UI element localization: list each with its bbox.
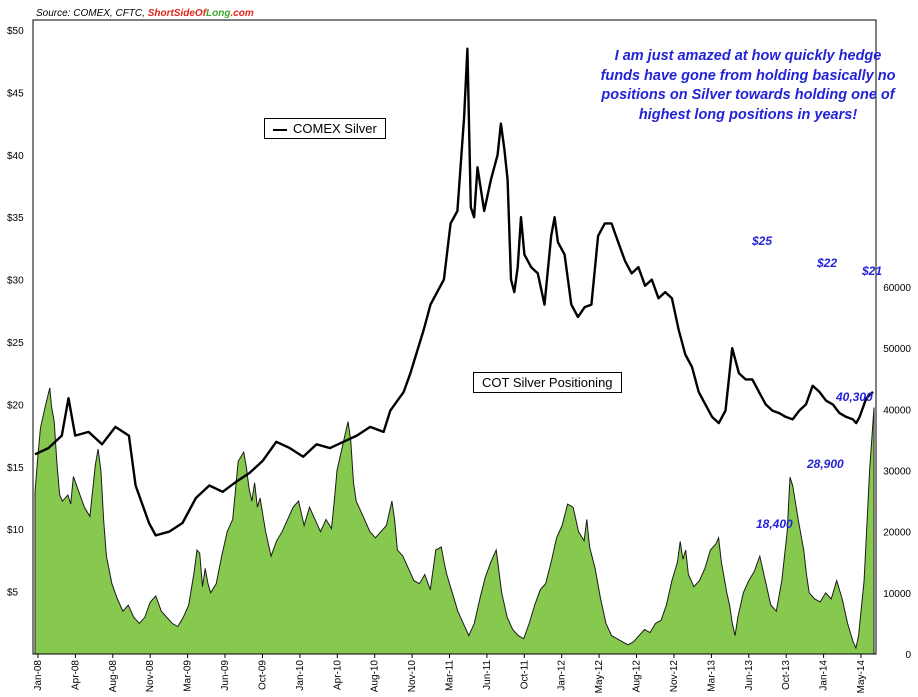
x-tick-label: Jun-09 [220,660,231,691]
left-tick-label: $45 [7,88,24,99]
x-tick-label: Jun-11 [482,660,493,690]
plot-frame [32,19,877,655]
left-tick-label: $40 [7,151,24,162]
x-tick-label: Mar-11 [445,660,456,691]
legend-silver-line-icon [273,128,287,131]
right-tick-label: 10000 [883,589,911,600]
left-tick-label: $10 [7,525,24,536]
right-tick-label: 40000 [883,405,911,416]
source-brand-b: Long [206,8,231,19]
x-tick-label: Aug-10 [370,660,381,693]
left-tick-label: $5 [7,588,19,599]
label-silver-25: $25 [752,234,773,248]
x-tick-label: Aug-12 [632,660,643,693]
x-tick-label: Jan-08 [33,660,44,691]
left-axis: $50 $45 $40 $35 $30 $25 $20 $15 $10 $5 [7,26,24,599]
source-brand-c: .com [230,8,254,19]
right-axis: 60000 50000 40000 30000 20000 10000 0 [883,283,911,661]
x-tick-label: Nov-08 [145,660,156,693]
right-tick-label: 60000 [883,283,911,294]
x-tick-label: Apr-08 [70,660,81,690]
legend-cot: COT Silver Positioning [473,372,622,393]
right-tick-label: 0 [905,650,911,661]
x-tick-label: Aug-08 [108,660,119,693]
x-axis: Jan-08 Apr-08 Aug-08 Nov-08 Mar-09 Jun-09 Oct-… [33,654,867,693]
legend-silver: COMEX Silver [264,118,386,139]
x-tick-label: Oct-11 [519,660,530,690]
left-tick-label: $35 [7,213,24,224]
x-tick-label: Nov-12 [669,660,680,693]
label-cot-28900: 28,900 [807,457,844,471]
x-tick-label: Oct-13 [781,660,792,690]
left-tick-label: $30 [7,276,24,287]
left-tick-label: $15 [7,463,24,474]
x-tick-label: Jan-12 [557,660,568,691]
left-tick-label: $20 [7,400,24,411]
left-tick-label: $25 [7,338,24,349]
source-brand-a: ShortSideOf [147,8,207,19]
x-tick-label: May-14 [856,660,867,694]
cot-series [34,387,875,655]
x-tick-label: Mar-13 [706,660,717,692]
right-tick-label: 50000 [883,344,911,355]
silver-series [34,47,874,537]
x-tick-label: Jun-13 [744,660,755,691]
cot-area [34,387,875,655]
left-tick-label: $50 [7,26,24,37]
source-prefix: Source: COMEX, CFTC, [36,8,148,19]
x-tick-label: Oct-09 [258,660,269,690]
label-silver-21: $21 [862,264,883,278]
label-silver-22: $22 [817,256,838,270]
x-tick-label: Jan-10 [295,660,306,691]
right-tick-label: 30000 [883,467,911,478]
legend-cot-label: COT Silver Positioning [482,375,613,390]
source-note: Source: COMEX, CFTC, ShortSideOfLong.com [36,8,254,19]
label-cot-40300: 40,300 [836,390,873,404]
silver-line [34,47,874,537]
x-tick-label: Jan-14 [819,660,830,691]
x-tick-label: Apr-10 [332,660,343,690]
right-tick-label: 20000 [883,528,911,539]
x-tick-label: May-12 [594,660,605,694]
x-tick-label: Nov-10 [407,660,418,693]
x-tick-label: Mar-09 [183,660,194,692]
annotation-text: I am just amazed at how quickly hedge fu… [600,48,896,123]
legend-silver-label: COMEX Silver [293,121,377,136]
label-cot-18400: 18,400 [756,517,793,531]
